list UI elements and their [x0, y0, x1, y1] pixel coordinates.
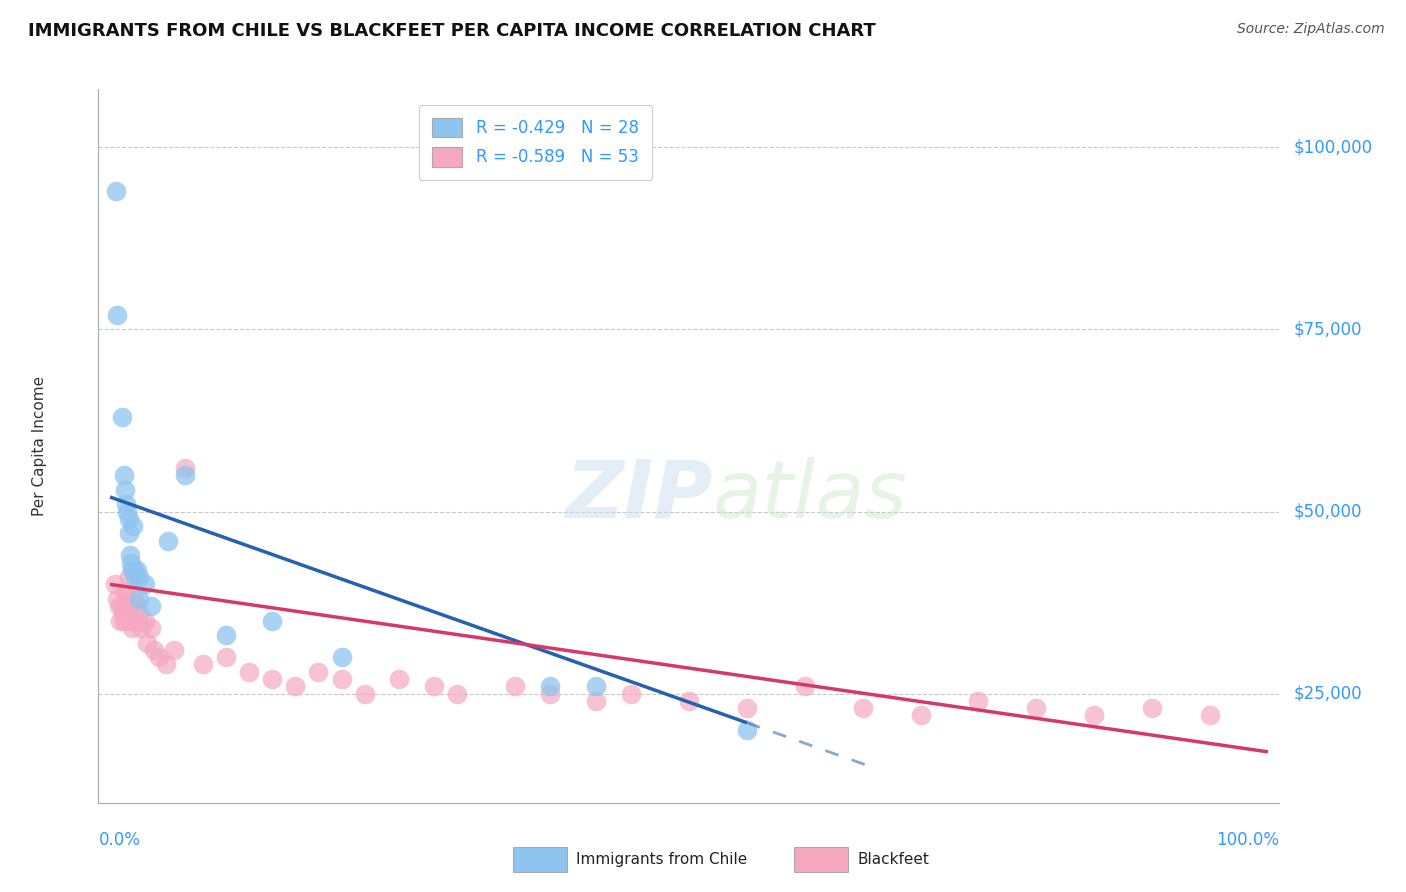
Point	[735, 701, 758, 715]
Point	[1025, 701, 1047, 715]
Point	[124, 570, 146, 584]
Point	[134, 614, 156, 628]
Point	[446, 687, 468, 701]
Point	[423, 679, 446, 693]
Text: Source: ZipAtlas.com: Source: ZipAtlas.com	[1237, 22, 1385, 37]
Point	[284, 679, 307, 693]
Point	[585, 679, 607, 693]
Text: ZIP: ZIP	[565, 457, 713, 535]
Point	[238, 665, 260, 679]
Point	[110, 409, 132, 424]
Point	[143, 643, 166, 657]
Text: Blackfeet: Blackfeet	[858, 853, 929, 867]
Point	[215, 628, 238, 642]
Point	[118, 548, 141, 562]
Point	[121, 621, 143, 635]
Point	[388, 672, 411, 686]
Point	[538, 687, 561, 701]
Point	[125, 614, 148, 628]
Point	[114, 584, 136, 599]
Point	[128, 591, 150, 606]
Point	[128, 570, 150, 584]
Point	[111, 607, 134, 621]
Point	[125, 563, 148, 577]
Point	[852, 701, 875, 715]
Point	[163, 643, 186, 657]
Point	[262, 672, 284, 686]
Point	[585, 694, 607, 708]
Point	[967, 694, 990, 708]
Point	[678, 694, 700, 708]
Point	[139, 621, 162, 635]
Point	[105, 591, 128, 606]
Point	[120, 614, 142, 628]
Point	[104, 577, 127, 591]
Point	[110, 599, 132, 614]
Point	[112, 614, 135, 628]
Legend: R = -0.429   N = 28, R = -0.589   N = 53: R = -0.429 N = 28, R = -0.589 N = 53	[419, 104, 652, 180]
Point	[112, 468, 135, 483]
Point	[538, 679, 561, 693]
Text: $75,000: $75,000	[1294, 320, 1362, 338]
Point	[115, 591, 138, 606]
Point	[122, 519, 145, 533]
Point	[174, 460, 197, 475]
Point	[108, 599, 131, 614]
Point	[120, 556, 142, 570]
Point	[114, 483, 136, 497]
Point	[104, 184, 127, 198]
Point	[155, 657, 177, 672]
Point	[110, 614, 132, 628]
Point	[148, 650, 170, 665]
Text: $100,000: $100,000	[1294, 138, 1372, 156]
Point	[353, 687, 375, 701]
Point	[117, 570, 139, 584]
Point	[124, 591, 146, 606]
Text: Immigrants from Chile: Immigrants from Chile	[576, 853, 748, 867]
Point	[215, 650, 238, 665]
Text: Per Capita Income: Per Capita Income	[32, 376, 46, 516]
Point	[1140, 701, 1163, 715]
Point	[124, 599, 146, 614]
Point	[124, 563, 146, 577]
Point	[117, 504, 139, 518]
Point	[910, 708, 932, 723]
Point	[262, 614, 284, 628]
Point	[136, 635, 159, 649]
Point	[129, 621, 152, 635]
Point	[156, 533, 179, 548]
Text: 100.0%: 100.0%	[1216, 831, 1279, 849]
Point	[793, 679, 815, 693]
Point	[122, 607, 145, 621]
Point	[117, 607, 139, 621]
Point	[174, 468, 197, 483]
Text: $25,000: $25,000	[1294, 684, 1362, 703]
Point	[121, 563, 143, 577]
Text: atlas: atlas	[713, 457, 907, 535]
Point	[139, 599, 162, 614]
Point	[115, 497, 138, 511]
Point	[330, 650, 353, 665]
Point	[128, 607, 150, 621]
Text: $50,000: $50,000	[1294, 502, 1362, 521]
Point	[117, 512, 139, 526]
Point	[1199, 708, 1222, 723]
Point	[735, 723, 758, 737]
Point	[191, 657, 214, 672]
Point	[117, 526, 139, 541]
Text: IMMIGRANTS FROM CHILE VS BLACKFEET PER CAPITA INCOME CORRELATION CHART: IMMIGRANTS FROM CHILE VS BLACKFEET PER C…	[28, 22, 876, 40]
Point	[134, 577, 156, 591]
Point	[620, 687, 643, 701]
Point	[503, 679, 526, 693]
Point	[307, 665, 329, 679]
Point	[1083, 708, 1105, 723]
Point	[330, 672, 353, 686]
Point	[118, 599, 141, 614]
Point	[105, 308, 128, 322]
Text: 0.0%: 0.0%	[98, 831, 141, 849]
